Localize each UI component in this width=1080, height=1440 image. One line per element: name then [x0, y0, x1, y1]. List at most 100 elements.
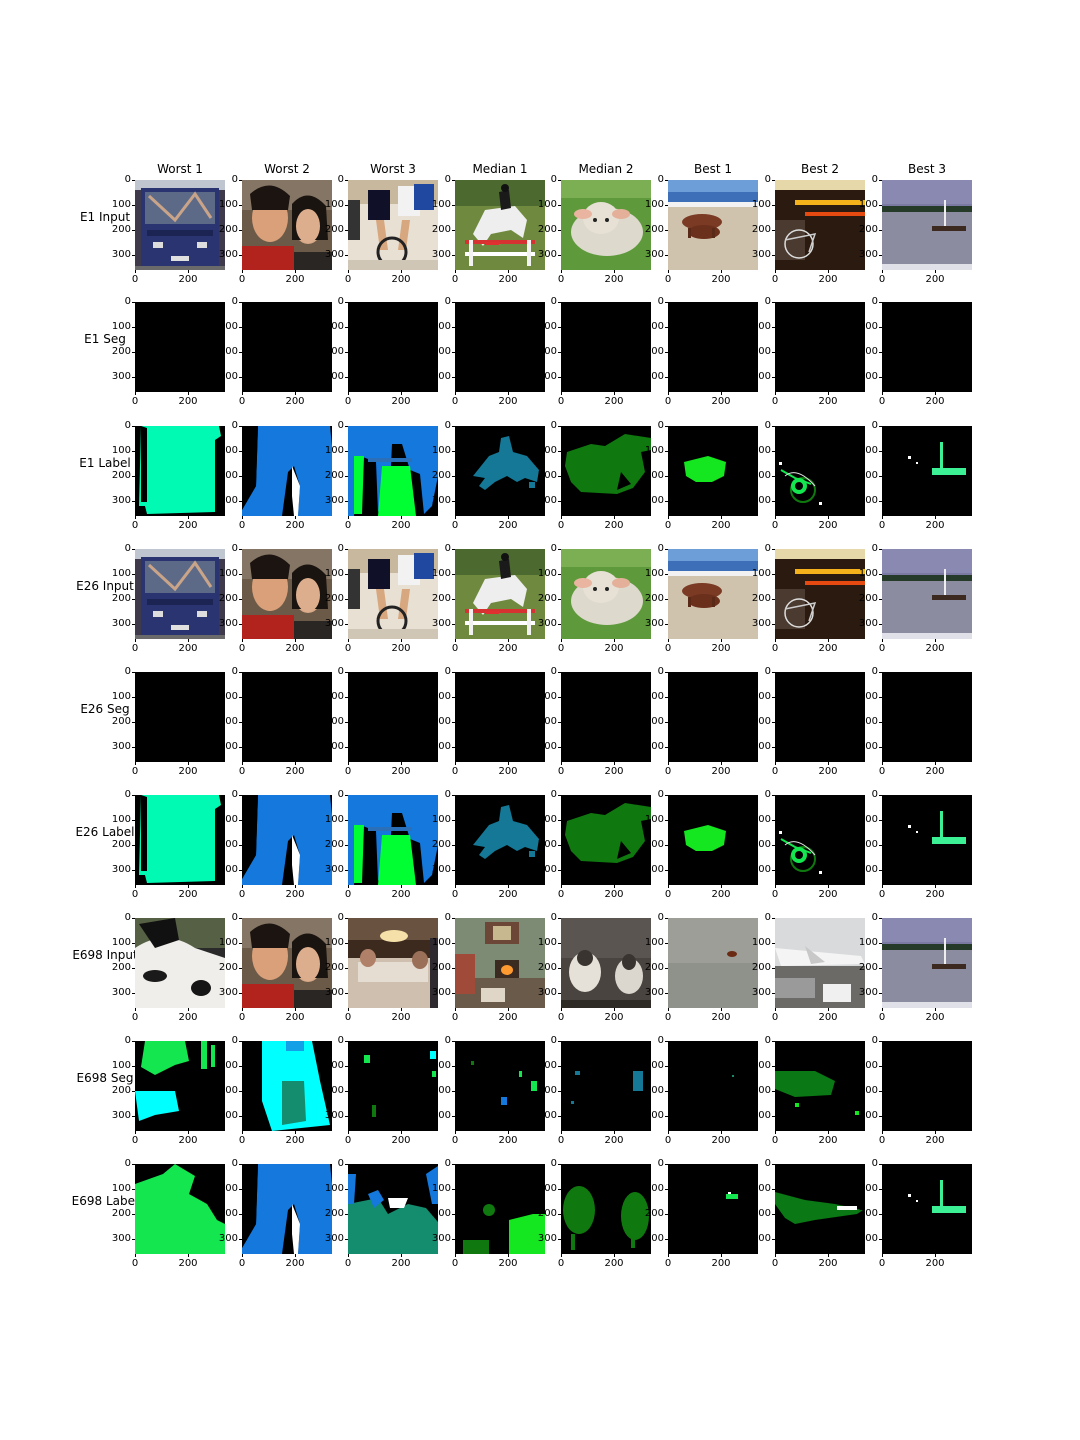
y-tick-mark [239, 795, 242, 796]
y-tick-label: 200 [431, 1085, 451, 1096]
x-tick-mark [668, 885, 669, 888]
sheep2-mask-image [561, 1164, 651, 1254]
x-tick-label: 0 [344, 520, 352, 531]
y-tick-mark [772, 1189, 775, 1190]
x-tick-label: 200 [711, 1135, 731, 1146]
x-tick-mark [614, 762, 615, 765]
x-tick-label: 0 [131, 766, 139, 777]
y-tick-label: 300 [324, 618, 344, 629]
y-tick-label: 300 [644, 741, 664, 752]
y-tick-mark [558, 549, 561, 550]
y-tick-label: 300 [751, 1233, 771, 1244]
x-tick-label: 200 [285, 520, 305, 531]
living-room-image [455, 918, 545, 1008]
y-tick-label: 200 [218, 593, 238, 604]
y-tick-label: 0 [337, 666, 344, 677]
bird-mask-image [668, 1164, 758, 1254]
image-panel [135, 1041, 225, 1131]
x-tick-label: 0 [344, 643, 352, 654]
x-tick-label: 200 [711, 520, 731, 531]
y-tick-label: 200 [111, 346, 131, 357]
y-tick-mark [879, 352, 882, 353]
y-tick-mark [132, 1116, 135, 1117]
y-tick-mark [239, 845, 242, 846]
x-tick-label: 200 [604, 1258, 624, 1269]
y-tick-label: 100 [537, 445, 557, 456]
image-panel [455, 549, 545, 639]
y-tick-mark [452, 968, 455, 969]
x-tick-mark [508, 762, 509, 765]
y-tick-mark [132, 352, 135, 353]
x-tick-mark [455, 762, 456, 765]
cow-mask-image [668, 795, 758, 885]
x-tick-mark [242, 1008, 243, 1011]
x-tick-mark [295, 762, 296, 765]
y-tick-mark [239, 1091, 242, 1092]
y-tick-mark [452, 1189, 455, 1190]
image-panel [242, 1164, 332, 1254]
y-tick-label: 100 [218, 445, 238, 456]
y-tick-mark [132, 501, 135, 502]
y-tick-label: 200 [858, 470, 878, 481]
x-tick-label: 0 [451, 520, 459, 531]
x-tick-label: 200 [391, 1012, 411, 1023]
y-tick-label: 300 [431, 618, 451, 629]
x-tick-mark [295, 1008, 296, 1011]
cyclist-mask-image [348, 795, 438, 885]
y-tick-mark [239, 426, 242, 427]
y-tick-label: 300 [537, 1110, 557, 1121]
y-tick-label: 200 [644, 224, 664, 235]
x-tick-mark [401, 1131, 402, 1134]
y-tick-mark [772, 451, 775, 452]
image-panel [561, 1164, 651, 1254]
y-tick-mark [239, 918, 242, 919]
x-tick-label: 0 [664, 274, 672, 285]
x-tick-label: 200 [285, 396, 305, 407]
x-tick-label: 200 [925, 274, 945, 285]
y-tick-label: 200 [751, 1085, 771, 1096]
x-tick-mark [775, 1254, 776, 1257]
x-tick-label: 0 [451, 1258, 459, 1269]
y-tick-label: 300 [111, 1110, 131, 1121]
y-tick-label: 300 [858, 1110, 878, 1121]
y-tick-mark [558, 1091, 561, 1092]
x-tick-mark [561, 270, 562, 273]
x-tick-mark [668, 639, 669, 642]
image-panel [348, 1041, 438, 1131]
x-tick-label: 200 [711, 274, 731, 285]
x-tick-label: 200 [178, 889, 198, 900]
y-tick-mark [452, 1041, 455, 1042]
x-tick-label: 0 [131, 1135, 139, 1146]
image-panel [775, 302, 865, 392]
x-tick-label: 0 [878, 1258, 886, 1269]
y-tick-mark [239, 599, 242, 600]
horse-mask-image [455, 795, 545, 885]
x-tick-label: 200 [498, 1135, 518, 1146]
y-tick-mark [772, 672, 775, 673]
x-tick-label: 200 [818, 1135, 838, 1146]
y-tick-label: 100 [431, 199, 451, 210]
image-panel [561, 672, 651, 762]
y-tick-label: 0 [337, 174, 344, 185]
image-panel [455, 918, 545, 1008]
x-tick-label: 0 [878, 520, 886, 531]
x-tick-label: 0 [771, 1135, 779, 1146]
x-tick-label: 200 [604, 766, 624, 777]
y-tick-mark [665, 795, 668, 796]
y-tick-label: 300 [324, 987, 344, 998]
y-tick-mark [345, 845, 348, 846]
x-tick-label: 200 [391, 889, 411, 900]
x-tick-mark [668, 1131, 669, 1134]
y-tick-mark [558, 624, 561, 625]
y-tick-mark [665, 697, 668, 698]
x-tick-label: 0 [878, 889, 886, 900]
black-image [135, 302, 225, 392]
y-tick-label: 0 [444, 666, 451, 677]
y-tick-label: 200 [644, 1085, 664, 1096]
y-tick-label: 200 [111, 716, 131, 727]
y-tick-mark [558, 599, 561, 600]
y-tick-label: 100 [644, 568, 664, 579]
y-tick-label: 300 [751, 864, 771, 875]
x-tick-label: 200 [818, 766, 838, 777]
x-tick-mark [614, 1131, 615, 1134]
